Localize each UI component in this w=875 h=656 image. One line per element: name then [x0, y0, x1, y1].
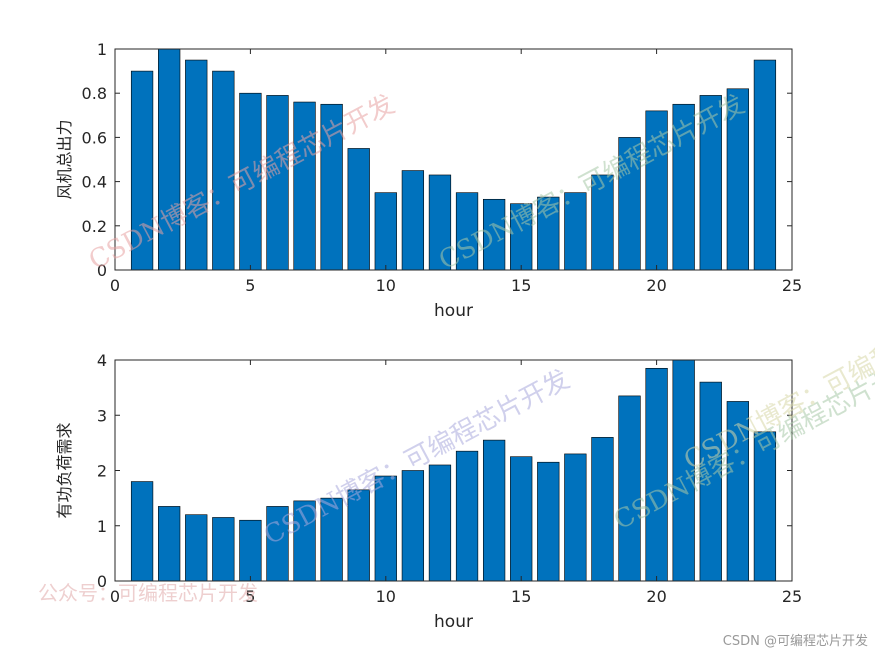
bar [401, 470, 425, 582]
x-axis-label: hour [434, 612, 473, 632]
y-tick-label: 2 [97, 462, 107, 481]
bar [537, 461, 560, 582]
x-axis-label: hour [434, 301, 473, 321]
y-tick-label: 0.8 [82, 84, 107, 103]
bar [753, 59, 777, 271]
y-tick-label: 3 [97, 406, 107, 425]
y-tick-label: 0.2 [82, 217, 107, 236]
bar [482, 439, 506, 582]
x-tick-label: 15 [511, 276, 531, 295]
bar [401, 170, 425, 271]
bar [645, 367, 668, 582]
bar [428, 464, 452, 582]
bar [185, 59, 208, 271]
x-tick-label: 25 [782, 587, 802, 606]
x-tick-label: 20 [646, 276, 666, 295]
x-tick-label: 0 [110, 276, 120, 295]
bar [347, 148, 370, 271]
x-tick-label: 5 [245, 276, 255, 295]
load-demand-subplot: 0 5 10 15 20 25 0 1 2 3 4 hour 有功负荷需求 [55, 351, 802, 632]
x-tick-label: 10 [376, 587, 396, 606]
bar [130, 481, 154, 582]
y-tick-label: 4 [97, 351, 107, 370]
bar [374, 192, 397, 271]
bar [185, 514, 208, 582]
y-tick-label: 0.6 [82, 128, 107, 147]
bar [564, 453, 587, 582]
y-tick-label: 0.4 [82, 173, 107, 192]
wind-output-subplot: 0 5 10 15 20 25 0 0.2 0.4 0.6 0.8 1 hour 风机总出力 [55, 40, 802, 321]
x-tick-label: 0 [110, 587, 120, 606]
bar [618, 395, 641, 582]
x-tick-label: 15 [511, 587, 531, 606]
y-axis-label: 有功负荷需求 [55, 422, 74, 518]
x-tick-label: 20 [646, 587, 666, 606]
axes-box [114, 48, 793, 271]
bar [455, 450, 479, 582]
y-tick-label: 1 [97, 517, 107, 536]
y-tick-label: 1 [97, 40, 107, 59]
footer-attribution: CSDN @可编程芯片开发 [723, 633, 868, 649]
x-tick-label: 10 [376, 276, 396, 295]
bar [510, 456, 533, 582]
bar [212, 517, 235, 582]
bar [239, 519, 262, 582]
y-axis-label: 风机总出力 [55, 119, 74, 199]
bar [293, 101, 316, 271]
y-tick-label: 0 [97, 572, 107, 591]
bar [158, 506, 181, 582]
x-tick-label: 5 [245, 587, 255, 606]
y-tick-label: 0 [97, 261, 107, 280]
x-tick-label: 25 [782, 276, 802, 295]
watermark-public-account: 公众号：可编程芯片开发 [38, 581, 258, 605]
bar [212, 70, 235, 271]
